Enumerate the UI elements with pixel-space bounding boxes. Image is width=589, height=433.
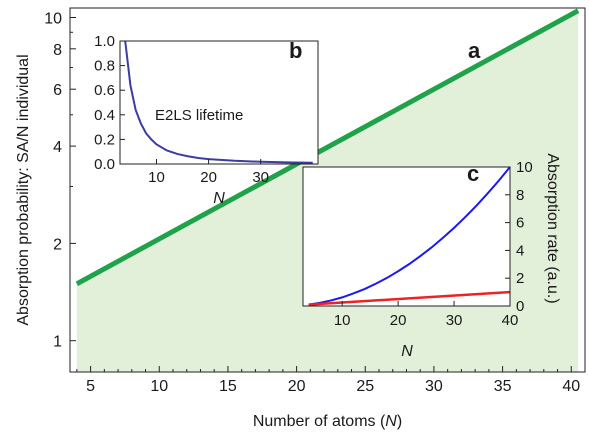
panel-letter-a: a xyxy=(468,38,481,63)
inset-b-frame xyxy=(119,40,319,165)
main-plot-frame xyxy=(69,7,586,373)
inset-c-y-tick-label: 4 xyxy=(516,242,524,259)
inset-c-series-blue xyxy=(308,166,511,306)
inset-c-x-tick-label: 30 xyxy=(446,312,463,329)
inset-c-x-axis-label: N xyxy=(401,343,413,360)
inset-b-x-ticks: 10 20 30 xyxy=(148,159,269,186)
inset-c-chart: 10 20 30 40 0 2 4 6 8 10 N Absorption rate (a.u.… xyxy=(302,153,561,360)
main-series-line xyxy=(75,8,580,286)
inset-c-x-tick-label: 40 xyxy=(502,312,519,329)
main-x-tick-label: 15 xyxy=(219,378,237,395)
main-x-tick-label: 30 xyxy=(425,378,443,395)
panel-letter-c: c xyxy=(467,161,479,186)
inset-b-series-line xyxy=(124,40,313,164)
main-x-tick-label: 35 xyxy=(494,378,512,395)
main-y-axis-label: Absorption probability: SA/N individual xyxy=(15,54,32,325)
inset-c-x-tick-label: 20 xyxy=(390,312,407,329)
main-y-tick-label: 2 xyxy=(53,236,62,253)
inset-b-x-tick-label: 30 xyxy=(252,169,269,186)
inset-c-y-tick-label: 0 xyxy=(516,298,524,315)
main-x-ticks: 5 10 15 20 25 30 35 40 xyxy=(76,366,586,395)
inset-c-y-tick-label: 6 xyxy=(516,215,524,232)
main-x-tick-label: 25 xyxy=(356,378,374,395)
inset-b-y-tick-label: 0.8 xyxy=(94,58,115,75)
inset-c-frame xyxy=(302,166,511,307)
main-y-tick-label: 10 xyxy=(44,10,62,27)
inset-b-y-ticks: 0.0 0.2 0.4 0.6 0.8 1.0 xyxy=(94,33,125,173)
inset-c-y-tick-label: 10 xyxy=(516,159,533,176)
inset-c-y-axis-label: Absorption rate (a.u.) xyxy=(544,153,561,303)
main-y-ticks: 1 2 4 6 8 10 xyxy=(44,10,76,351)
inset-b-y-tick-label: 0.0 xyxy=(94,156,115,173)
inset-b-chart: 10 20 30 0.0 0.2 0.4 0.6 0.8 1.0 N E2LS lifetim… xyxy=(94,33,319,207)
main-x-tick-label: 20 xyxy=(288,378,306,395)
inset-b-y-tick-label: 1.0 xyxy=(94,33,115,50)
main-x-tick-label: 40 xyxy=(562,378,580,395)
inset-b-background xyxy=(120,41,318,164)
inset-b-y-tick-label: 0.4 xyxy=(94,107,115,124)
main-x-axis-label: Number of atoms (N) xyxy=(253,413,402,430)
inset-c-x-tick-label: 10 xyxy=(334,312,351,329)
inset-c-y-tick-label: 8 xyxy=(516,187,524,204)
main-y-tick-label: 1 xyxy=(53,334,62,351)
inset-c-background xyxy=(303,167,510,306)
inset-c-y-tick-label: 2 xyxy=(516,270,524,287)
inset-b-y-tick-label: 0.2 xyxy=(94,131,115,148)
main-y-tick-label: 6 xyxy=(53,82,62,99)
inset-c-x-ticks: 10 20 30 40 xyxy=(334,301,519,329)
main-x-tick-label: 10 xyxy=(150,378,168,395)
inset-b-x-axis-label: N xyxy=(213,190,225,207)
inset-b-x-tick-label: 10 xyxy=(148,169,165,186)
inset-b-x-tick-label: 20 xyxy=(200,169,217,186)
panel-letter-b: b xyxy=(289,38,302,63)
main-y-tick-label: 8 xyxy=(53,42,62,59)
main-y-tick-label: 4 xyxy=(53,139,62,156)
inset-b-annotation: E2LS lifetime xyxy=(155,107,243,124)
inset-c-y-ticks: 0 2 4 6 8 10 xyxy=(505,159,533,315)
main-x-tick-label: 5 xyxy=(86,378,95,395)
inset-b-y-tick-label: 0.6 xyxy=(94,82,115,99)
